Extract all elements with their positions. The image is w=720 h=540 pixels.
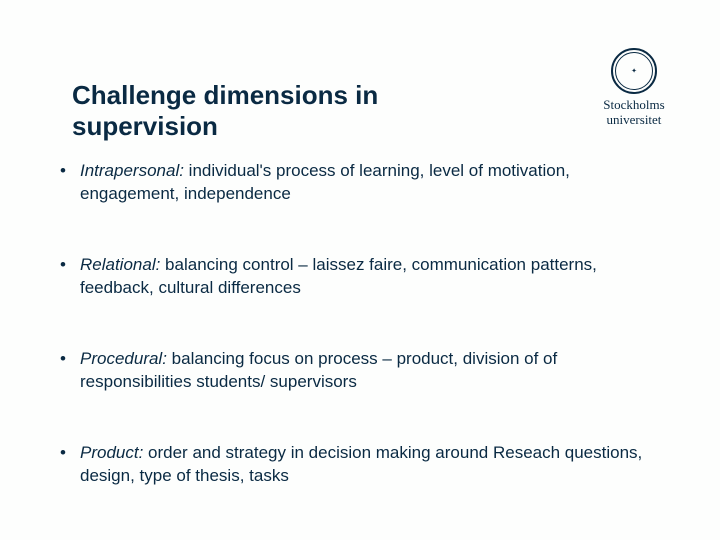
logo-text-line2: universitet bbox=[584, 113, 684, 128]
list-item: Relational: balancing control – laissez … bbox=[48, 254, 672, 300]
list-item: Procedural: balancing focus on process –… bbox=[48, 348, 672, 394]
slide-title: Challenge dimensions in supervision bbox=[72, 80, 492, 142]
bullet-term: Procedural: bbox=[80, 349, 167, 368]
logo-text-line1: Stockholms bbox=[584, 98, 684, 113]
slide: ✦ Stockholms universitet Challenge dimen… bbox=[0, 0, 720, 540]
seal-inner-icon: ✦ bbox=[631, 68, 637, 75]
bullet-term: Product: bbox=[80, 443, 143, 462]
university-logo: ✦ Stockholms universitet bbox=[584, 48, 684, 128]
bullet-text: order and strategy in decision making ar… bbox=[80, 443, 642, 485]
logo-seal-icon: ✦ bbox=[611, 48, 657, 94]
bullet-list: Intrapersonal: individual's process of l… bbox=[48, 160, 672, 488]
bullet-term: Intrapersonal: bbox=[80, 161, 184, 180]
list-item: Product: order and strategy in decision … bbox=[48, 442, 672, 488]
list-item: Intrapersonal: individual's process of l… bbox=[48, 160, 672, 206]
bullet-term: Relational: bbox=[80, 255, 160, 274]
